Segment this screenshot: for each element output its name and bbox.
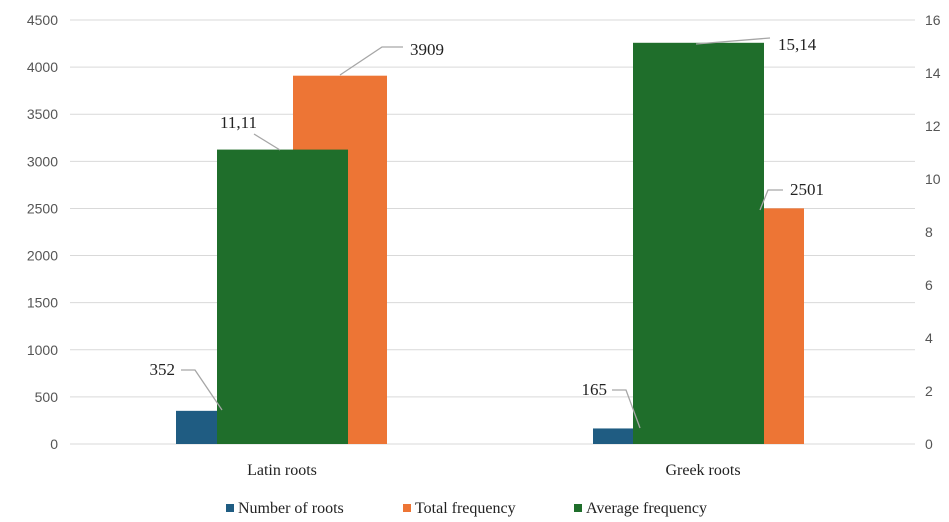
bar-number-of-roots-latin xyxy=(176,410,217,444)
bar-total-frequency-greek xyxy=(764,208,804,444)
left-y-axis: 0 500 1000 1500 2000 2500 3000 3500 4000 4500 xyxy=(27,12,58,452)
data-label-leader-line xyxy=(339,46,403,76)
data-label: 352 xyxy=(150,360,176,379)
bars xyxy=(176,42,804,444)
right-axis-tick-label: 10 xyxy=(925,171,941,187)
legend-swatch xyxy=(226,504,234,512)
left-axis-tick-label: 4000 xyxy=(27,59,58,75)
left-axis-tick-label: 4500 xyxy=(27,12,58,28)
legend-swatch xyxy=(574,504,582,512)
left-axis-tick-label: 0 xyxy=(50,436,58,452)
legend-entry: Total frequency xyxy=(415,500,516,517)
category-label: Greek roots xyxy=(665,462,740,479)
right-axis-tick-label: 14 xyxy=(925,65,941,81)
left-axis-tick-label: 3500 xyxy=(27,106,58,122)
left-axis-tick-label: 1000 xyxy=(27,342,58,358)
legend-entry: Average frequency xyxy=(586,500,707,517)
gridlines xyxy=(70,19,915,445)
category-labels: Latin roots Greek roots xyxy=(247,462,740,479)
left-axis-tick-label: 2500 xyxy=(27,200,58,216)
data-label-leader-line xyxy=(612,389,641,429)
bar-average-frequency-latin xyxy=(217,149,348,444)
right-axis-tick-label: 8 xyxy=(925,224,933,240)
data-labels: 352 165 3909 2501 11,11 15,14 xyxy=(150,35,824,429)
legend-swatch xyxy=(403,504,411,512)
left-axis-tick-label: 1500 xyxy=(27,295,58,311)
right-axis-tick-label: 2 xyxy=(925,383,933,399)
data-label: 11,11 xyxy=(220,113,257,132)
left-axis-tick-label: 3000 xyxy=(27,153,58,169)
legend-entry: Number of roots xyxy=(238,500,344,517)
data-label: 165 xyxy=(582,380,608,399)
category-label: Latin roots xyxy=(247,462,317,479)
data-label-leader-line xyxy=(759,189,783,211)
right-axis-tick-label: 16 xyxy=(925,12,941,28)
right-axis-tick-label: 4 xyxy=(925,330,933,346)
legend: Number of roots Total frequency Average fr… xyxy=(226,500,707,517)
data-label: 3909 xyxy=(410,40,444,59)
bar-number-of-roots-greek xyxy=(593,428,634,444)
data-label-leader-line xyxy=(253,133,281,151)
left-axis-tick-label: 500 xyxy=(35,389,59,405)
left-axis-tick-label: 2000 xyxy=(27,248,58,264)
right-axis-tick-label: 6 xyxy=(925,277,933,293)
data-label: 15,14 xyxy=(778,35,817,54)
right-axis-tick-label: 0 xyxy=(925,436,933,452)
right-axis-tick-label: 12 xyxy=(925,118,941,134)
data-label-leader-line xyxy=(181,369,223,411)
bar-average-frequency-greek xyxy=(633,42,764,444)
right-y-axis: 0 2 4 6 8 10 12 14 16 xyxy=(925,12,941,452)
data-label: 2501 xyxy=(790,180,824,199)
data-label-leader-line xyxy=(695,37,771,45)
